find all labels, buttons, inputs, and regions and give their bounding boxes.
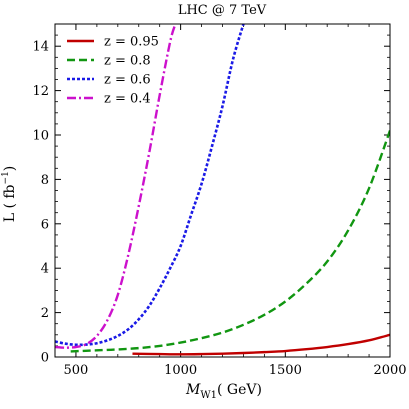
- legend-label-2: z = 0.8: [104, 54, 151, 69]
- x-tick-label: 2000: [373, 363, 406, 378]
- chart-title: LHC @ 7 TeV: [178, 3, 267, 18]
- x-axis-title-sub: W1: [200, 390, 217, 401]
- y-axis-title-main: L ( fb: [2, 184, 18, 222]
- x-tick-label: 500: [64, 363, 89, 378]
- legend-label-1: z = 0.95: [104, 35, 159, 50]
- y-tick-label: 10: [32, 129, 49, 144]
- y-tick-label: 4: [41, 262, 49, 277]
- series-line-1: [132, 333, 390, 356]
- y-tick-label: 0: [41, 351, 49, 366]
- y-axis-title-sup: −1: [1, 171, 11, 184]
- plot-frame: [54, 23, 391, 358]
- y-tick-label: 8: [41, 173, 49, 188]
- x-tick-label: 1500: [269, 363, 302, 378]
- legend-label-3: z = 0.6: [104, 73, 151, 88]
- legend: z = 0.95 z = 0.8 z = 0.6 z = 0.4: [67, 35, 159, 107]
- legend-label-4: z = 0.4: [104, 92, 151, 107]
- y-tick-label: 2: [41, 306, 49, 321]
- x-axis-title: MW1( GeV): [185, 382, 262, 401]
- axis-ticks: 500 1000 1500 2000 0 2 4 6 8 10 12 14: [32, 24, 407, 378]
- y-tick-label: 14: [32, 40, 49, 55]
- y-axis-title: L ( fb−1): [1, 166, 18, 223]
- y-axis-title-tail: ): [2, 166, 18, 171]
- y-tick-label: 6: [41, 217, 49, 232]
- x-tick-label: 1000: [164, 363, 197, 378]
- series-layer: [55, 24, 390, 356]
- y-tick-label: 12: [32, 84, 49, 99]
- x-axis-title-main: M: [185, 382, 201, 398]
- series-line-3: [55, 24, 245, 347]
- series-line-4: [55, 24, 177, 349]
- x-axis-title-tail: ( GeV): [217, 382, 262, 398]
